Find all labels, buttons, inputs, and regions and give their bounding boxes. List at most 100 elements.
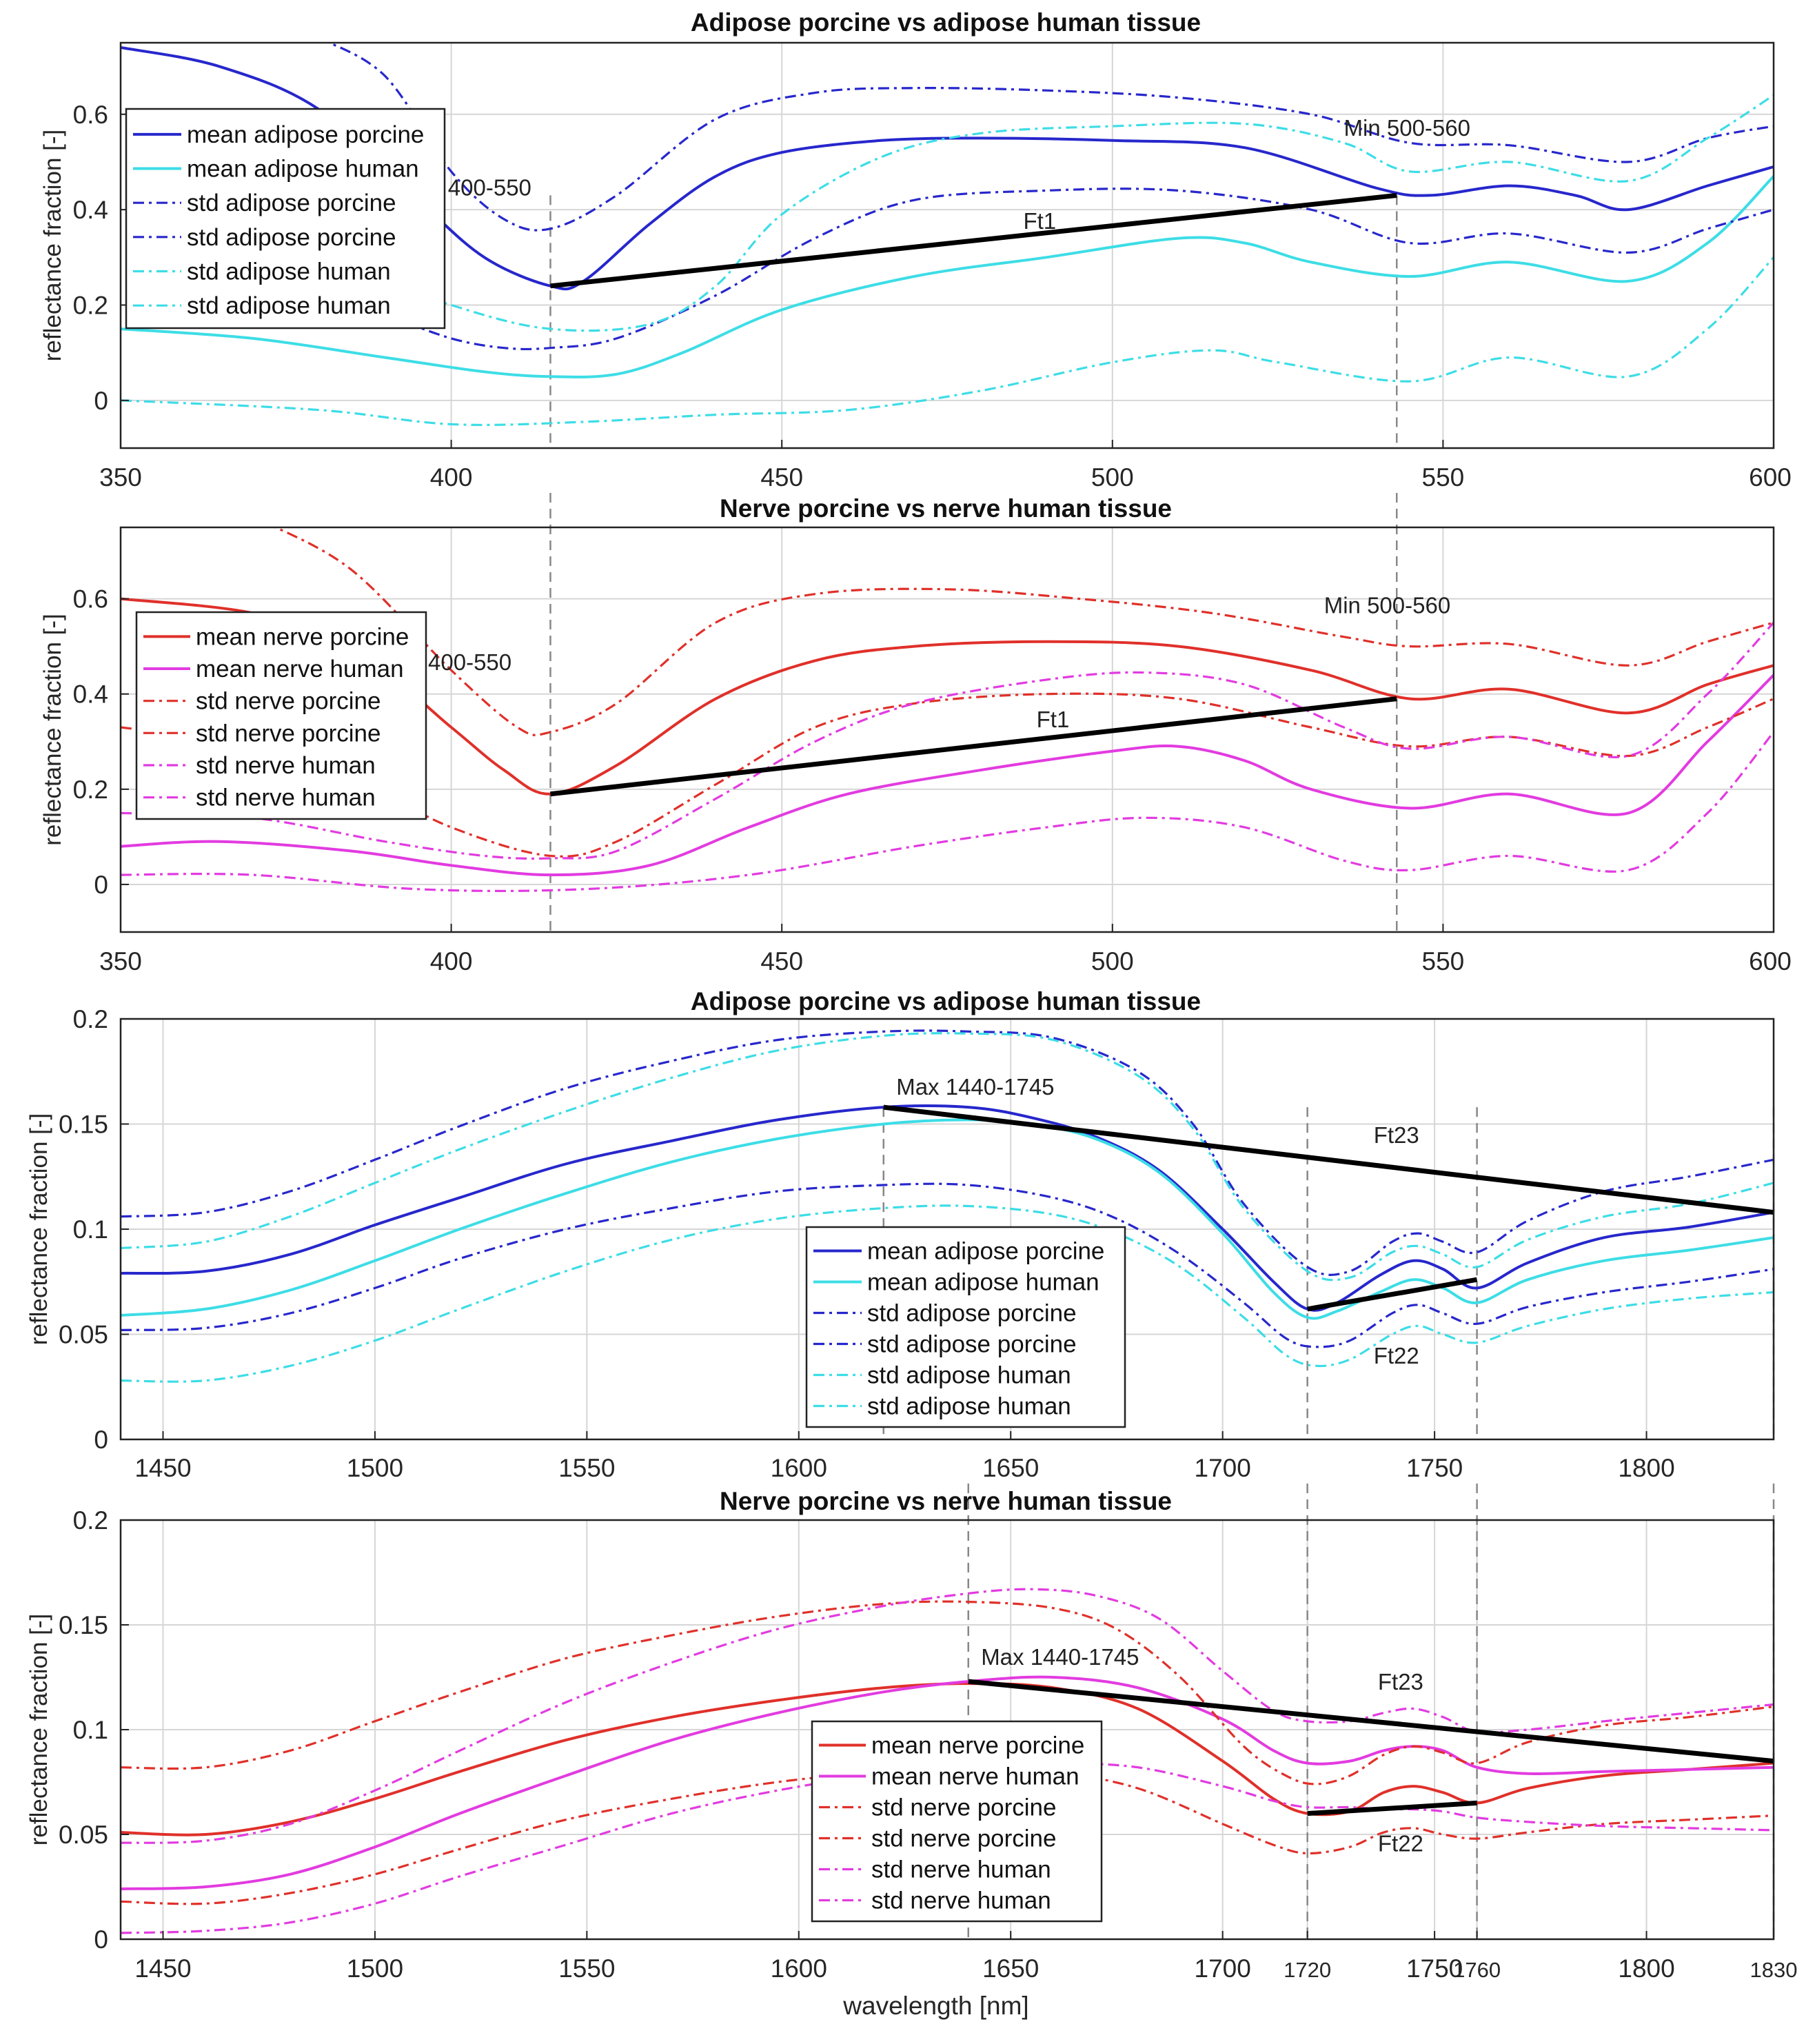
y-tick-label: 0.05 [59,1321,108,1349]
series-line-std-adipose-porcine [385,188,1774,351]
series-line-std-adipose-human [318,94,1774,332]
x-tick-label: 350 [99,947,142,975]
feature-line-ft1 [550,192,1397,289]
annotation-ft23: Ft23 [1374,1122,1419,1148]
y-tick-label: 0.4 [73,680,108,709]
tick-labels: 350 400 450 500 550 600 0 0.2 0.4 0.6 [73,585,1792,975]
tick-labels: 350 400 450 500 550 600 0 0.2 0.4 0.6 [73,101,1792,492]
legend-label: mean adipose porcine [867,1238,1104,1265]
series-line-std-adipose-human [121,256,1774,426]
chart-title: Nerve porcine vs nerve human tissue [720,1487,1172,1515]
y-tick-label: 0 [94,871,108,899]
legend-label: std nerve porcine [871,1794,1056,1821]
legend-label: std adipose human [187,292,391,319]
legend-box [125,108,446,330]
legend-box [135,611,427,820]
x-tick-label: 550 [1422,947,1465,975]
series-line-std-adipose-human [121,1032,1774,1282]
annotation-max-1440-1745: Max 1440-1745 [981,1644,1139,1670]
legend-label: mean adipose human [867,1269,1099,1296]
x-tick-label: 400 [430,947,473,975]
annotation-ft1: Ft1 [1023,208,1056,234]
x-tick-label: 1800 [1618,1954,1674,1983]
legend-label: mean adipose human [187,156,419,183]
y-axis-label: reflectance fraction [-] [39,130,66,362]
series-group [121,43,1774,426]
legend-label: std adipose human [187,259,391,285]
x-tick-label: 1800 [1618,1454,1674,1482]
x-tick-label: 1550 [558,1954,615,1983]
x-tick-label: 500 [1091,463,1134,492]
annotations: Max 1440-1745 Ft23 Ft22 [896,1074,1419,1368]
legend-label: std adipose porcine [187,224,396,251]
legend: mean adipose porcine mean adipose human st… [125,108,446,330]
y-tick-label: 0.2 [73,776,108,804]
marker-lines [549,493,1398,932]
x-tick-label: 1450 [134,1454,191,1482]
series-line-std-nerve-porcine [121,692,1774,858]
feature-line-ft23 [968,1679,1774,1764]
annotations: Max 1440-1745 Ft23 Ft22 [981,1644,1423,1856]
x-tick-label: 450 [760,463,803,492]
x-tick-label: 1600 [771,1954,827,1983]
y-axis-label: reflectance fraction [-] [26,1614,52,1846]
y-axis-label: reflectance fraction [-] [39,614,66,846]
y-tick-label: 0.4 [73,196,108,224]
y-tick-label: 0.15 [59,1111,108,1139]
series-line-std-nerve-porcine [121,1600,1774,1785]
axes-frame [119,526,1775,933]
series-line-std-nerve-human [121,731,1774,893]
x-tick-label: 1720 [1284,1958,1331,1982]
legend-label: std adipose porcine [867,1300,1077,1327]
series-line-std-nerve-human [121,622,1774,860]
annotation-min-500-560: Min 500-560 [1344,115,1470,141]
annotation-max-1440-1745: Max 1440-1745 [896,1074,1054,1100]
chart-title: Adipose porcine vs adipose human tissue [691,987,1201,1015]
y-tick-label: 0.6 [73,101,108,129]
x-tick-label: 1750 [1406,1454,1463,1482]
feature-line-ft22 [1307,1800,1477,1817]
x-axis-label: wavelength [nm] [842,1992,1028,2020]
legend-label: std nerve porcine [196,720,381,747]
x-tick-label: 1500 [347,1454,403,1482]
y-tick-label: 0 [94,387,108,415]
x-tick-label: 1450 [134,1954,191,1983]
y-tick-label: 0.2 [73,1506,108,1535]
series-line-mean-adipose-human [121,175,1774,378]
feature-line-ft23 [883,1104,1774,1215]
x-tick-label: 1600 [771,1454,827,1482]
legend-label: std nerve porcine [871,1825,1056,1852]
legend-label: std nerve human [871,1888,1051,1914]
y-axis-label: reflectance fraction [-] [26,1113,52,1346]
x-tick-label: 600 [1749,947,1792,975]
legend-label: mean adipose porcine [187,121,424,148]
y-tick-label: 0.6 [73,585,108,614]
series-line-std-adipose-porcine [326,43,1774,232]
legend-label: std adipose human [867,1393,1071,1420]
x-tick-label: 1650 [982,1454,1039,1482]
series-line-mean-adipose-porcine [121,1104,1774,1312]
marker-lines [549,195,1398,448]
tick-labels: 1450 1500 1550 1600 1650 1700 1750 1800 0 0.05 0.1… [59,1005,1675,1482]
x-tick-label: 1750 [1406,1954,1463,1983]
annotation-ft22: Ft22 [1374,1343,1419,1368]
x-tick-label: 1760 [1453,1958,1501,1982]
legend-label: std nerve human [871,1856,1051,1883]
legend: mean adipose porcine mean adipose human st… [805,1226,1126,1428]
y-tick-label: 0 [94,1925,108,1954]
x-tick-label: 1550 [558,1454,615,1482]
legend-label: std adipose porcine [867,1331,1077,1358]
x-tick-label: 1650 [982,1954,1039,1983]
annotation-ft1: Ft1 [1037,707,1070,732]
x-tick-label: 1500 [347,1954,403,1983]
legend-label: mean nerve human [196,656,404,682]
annotation-ft23: Ft23 [1378,1669,1423,1694]
annotation-ft22: Ft22 [1378,1830,1423,1856]
series-line-std-nerve-porcine [273,527,1774,736]
y-tick-label: 0.05 [59,1821,108,1849]
legend-label: mean nerve porcine [871,1732,1084,1759]
